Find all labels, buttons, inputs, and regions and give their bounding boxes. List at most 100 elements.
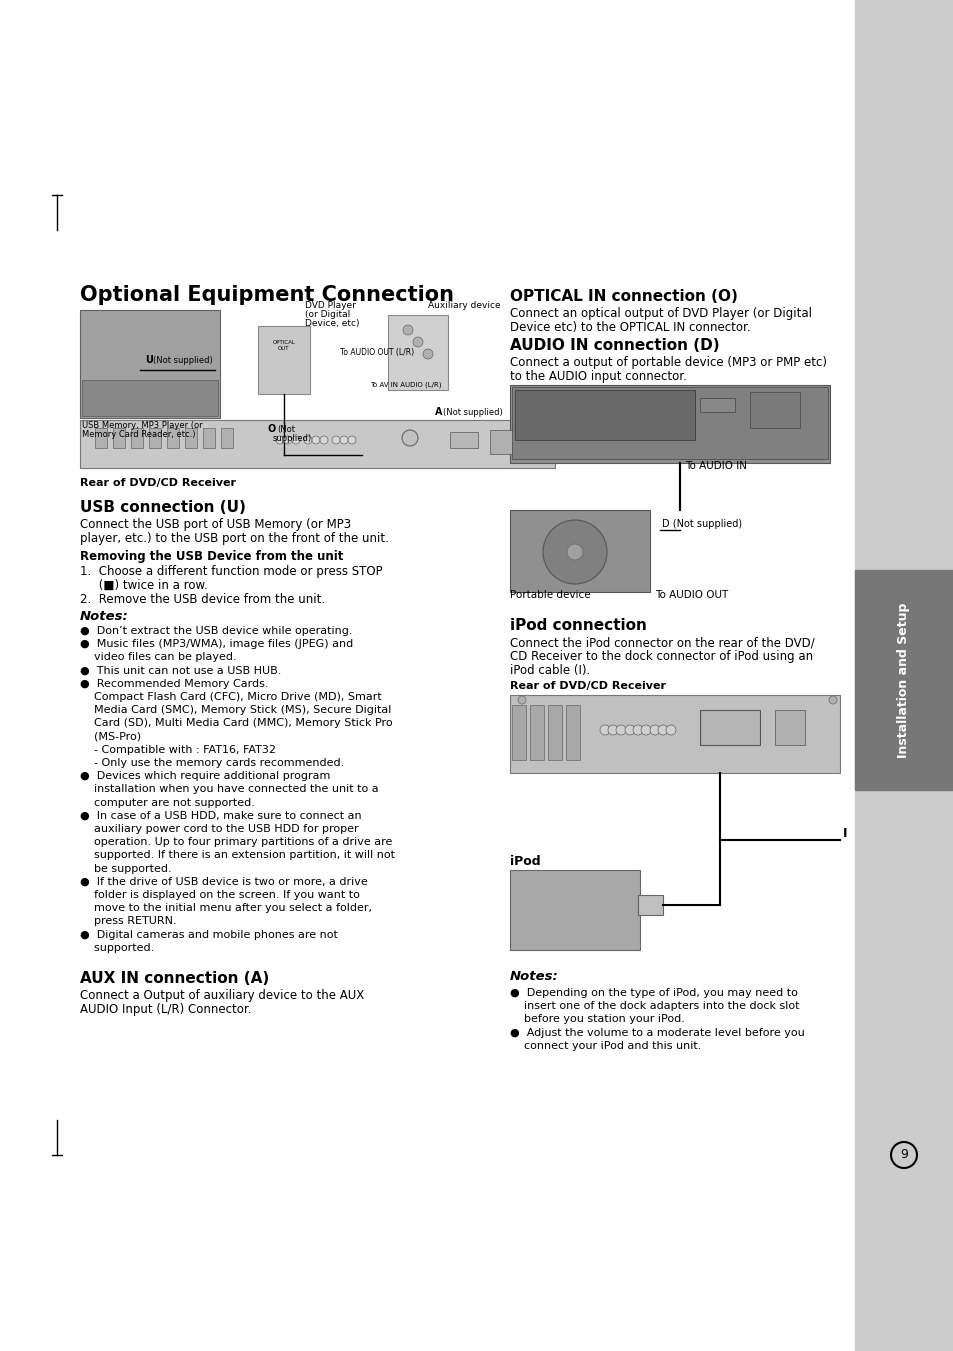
Text: iPod: iPod <box>510 855 540 867</box>
Text: OPTICAL
OUT: OPTICAL OUT <box>273 340 295 351</box>
Text: (MS-Pro): (MS-Pro) <box>80 732 141 742</box>
Circle shape <box>566 544 582 561</box>
Text: connect your iPod and this unit.: connect your iPod and this unit. <box>510 1040 700 1051</box>
Circle shape <box>284 436 292 444</box>
Text: (Not supplied): (Not supplied) <box>442 408 502 417</box>
Text: Notes:: Notes: <box>510 970 558 984</box>
Circle shape <box>633 725 642 735</box>
Bar <box>388 315 448 390</box>
Text: supplied): supplied) <box>273 434 312 443</box>
Text: D (Not supplied): D (Not supplied) <box>661 519 741 530</box>
Bar <box>512 705 525 761</box>
Text: supported.: supported. <box>80 943 154 952</box>
Bar <box>82 380 218 416</box>
Circle shape <box>304 436 312 444</box>
Text: Notes:: Notes: <box>80 611 129 623</box>
Circle shape <box>640 725 650 735</box>
Text: To AUDIO OUT: To AUDIO OUT <box>655 590 727 600</box>
Text: ●  This unit can not use a USB HUB.: ● This unit can not use a USB HUB. <box>80 666 281 676</box>
Text: ●  Recommended Memory Cards.: ● Recommended Memory Cards. <box>80 678 268 689</box>
Text: Media Card (SMC), Memory Stick (MS), Secure Digital: Media Card (SMC), Memory Stick (MS), Sec… <box>80 705 391 715</box>
Text: player, etc.) to the USB port on the front of the unit.: player, etc.) to the USB port on the fro… <box>80 532 389 544</box>
Bar <box>700 399 734 412</box>
Circle shape <box>401 430 417 446</box>
Text: Rear of DVD/CD Receiver: Rear of DVD/CD Receiver <box>80 478 235 488</box>
Text: before you station your iPod.: before you station your iPod. <box>510 1015 684 1024</box>
Text: USB connection (U): USB connection (U) <box>80 500 246 515</box>
Bar <box>95 428 107 449</box>
Bar <box>774 711 804 744</box>
Text: Connect a Output of auxiliary device to the AUX: Connect a Output of auxiliary device to … <box>80 989 364 1002</box>
Text: DVD Player: DVD Player <box>305 301 355 309</box>
Bar <box>221 428 233 449</box>
Text: OPTICAL IN connection (O): OPTICAL IN connection (O) <box>510 289 737 304</box>
Bar <box>749 392 800 428</box>
Bar <box>203 428 214 449</box>
Bar <box>131 428 143 449</box>
Text: ●  Devices which require additional program: ● Devices which require additional progr… <box>80 771 330 781</box>
Text: Removing the USB Device from the unit: Removing the USB Device from the unit <box>80 550 343 563</box>
Text: 9: 9 <box>899 1148 907 1162</box>
Text: Memory Card Reader, etc.): Memory Card Reader, etc.) <box>82 430 195 439</box>
Text: iPod connection: iPod connection <box>510 617 646 634</box>
Text: AUX IN connection (A): AUX IN connection (A) <box>80 971 269 986</box>
Bar <box>185 428 196 449</box>
Bar <box>510 385 829 463</box>
Text: (■) twice in a row.: (■) twice in a row. <box>80 580 208 592</box>
Circle shape <box>319 436 328 444</box>
Circle shape <box>665 725 676 735</box>
Text: Installation and Setup: Installation and Setup <box>897 603 909 758</box>
Circle shape <box>332 436 339 444</box>
Text: Optional Equipment Connection: Optional Equipment Connection <box>80 285 454 305</box>
Circle shape <box>616 725 625 735</box>
Text: AUDIO IN connection (D): AUDIO IN connection (D) <box>510 338 719 353</box>
Text: - Only use the memory cards recommended.: - Only use the memory cards recommended. <box>80 758 344 767</box>
Text: video files can be played.: video files can be played. <box>80 653 236 662</box>
Text: Connect an optical output of DVD Player (or Digital: Connect an optical output of DVD Player … <box>510 307 811 320</box>
Text: to the AUDIO input connector.: to the AUDIO input connector. <box>510 370 686 382</box>
Text: operation. Up to four primary partitions of a drive are: operation. Up to four primary partitions… <box>80 838 392 847</box>
Text: move to the initial menu after you select a folder,: move to the initial menu after you selec… <box>80 904 372 913</box>
Text: - Compatible with : FAT16, FAT32: - Compatible with : FAT16, FAT32 <box>80 744 275 755</box>
Text: ●  Depending on the type of iPod, you may need to: ● Depending on the type of iPod, you may… <box>510 988 797 998</box>
Text: USB Memory, MP3 Player (or: USB Memory, MP3 Player (or <box>82 422 202 430</box>
Text: insert one of the dock adapters into the dock slot: insert one of the dock adapters into the… <box>510 1001 799 1011</box>
Circle shape <box>339 436 348 444</box>
Text: ●  Digital cameras and mobile phones are not: ● Digital cameras and mobile phones are … <box>80 929 337 939</box>
Bar <box>510 509 649 592</box>
Text: To AV IN AUDIO (L/R): To AV IN AUDIO (L/R) <box>370 381 441 388</box>
Text: be supported.: be supported. <box>80 863 172 874</box>
Text: installation when you have connected the unit to a: installation when you have connected the… <box>80 785 378 794</box>
Bar <box>854 0 953 1351</box>
Bar <box>547 705 561 761</box>
Text: Device etc) to the OPTICAL IN connector.: Device etc) to the OPTICAL IN connector. <box>510 322 750 334</box>
Text: auxiliary power cord to the USB HDD for proper: auxiliary power cord to the USB HDD for … <box>80 824 358 834</box>
Text: Rear of DVD/CD Receiver: Rear of DVD/CD Receiver <box>510 681 665 690</box>
Text: O: O <box>268 424 276 434</box>
Text: I: I <box>842 827 846 840</box>
Circle shape <box>607 725 618 735</box>
Text: ●  Adjust the volume to a moderate level before you: ● Adjust the volume to a moderate level … <box>510 1028 804 1038</box>
Circle shape <box>624 725 635 735</box>
Circle shape <box>292 436 299 444</box>
Bar <box>80 309 220 417</box>
Circle shape <box>348 436 355 444</box>
Text: Connect the iPod connector on the rear of the DVD/: Connect the iPod connector on the rear o… <box>510 636 814 648</box>
Circle shape <box>312 436 319 444</box>
Bar <box>565 705 579 761</box>
Bar <box>167 428 179 449</box>
Circle shape <box>542 520 606 584</box>
Text: ●  Don’t extract the USB device while operating.: ● Don’t extract the USB device while ope… <box>80 626 352 636</box>
Text: press RETURN.: press RETURN. <box>80 916 176 927</box>
Bar <box>510 870 639 950</box>
Bar <box>510 694 840 773</box>
Circle shape <box>517 696 525 704</box>
Text: (Not supplied): (Not supplied) <box>152 357 213 365</box>
Text: ●  Music files (MP3/WMA), image files (JPEG) and: ● Music files (MP3/WMA), image files (JP… <box>80 639 353 650</box>
Text: computer are not supported.: computer are not supported. <box>80 797 254 808</box>
Bar <box>854 570 953 790</box>
Text: U: U <box>145 355 152 365</box>
Text: supported. If there is an extension partition, it will not: supported. If there is an extension part… <box>80 850 395 861</box>
Bar <box>638 894 662 915</box>
Bar <box>515 390 695 440</box>
